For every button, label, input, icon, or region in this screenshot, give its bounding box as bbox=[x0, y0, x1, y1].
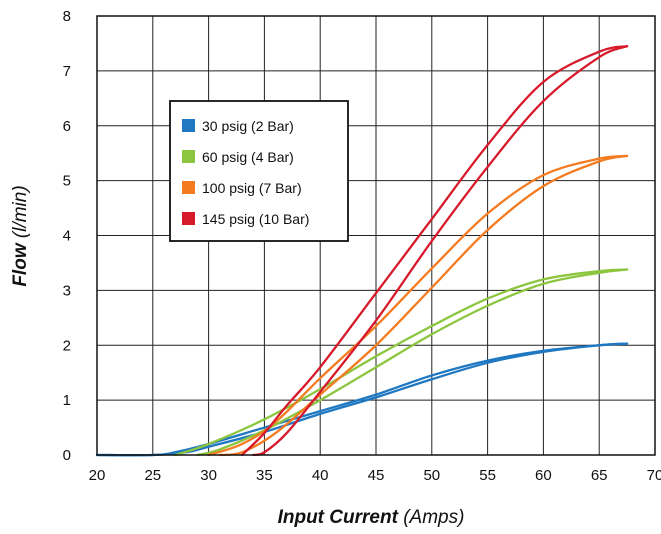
series-line-rising bbox=[240, 45, 629, 457]
legend-swatch bbox=[182, 212, 195, 225]
y-tick-label: 5 bbox=[63, 173, 71, 190]
legend-label: 60 psig (4 Bar) bbox=[202, 149, 294, 165]
series-line-falling bbox=[218, 154, 629, 457]
x-tick-label: 40 bbox=[312, 467, 329, 484]
series-line-falling bbox=[252, 45, 629, 457]
x-tick-label: 30 bbox=[200, 467, 217, 484]
legend-swatch bbox=[182, 119, 195, 132]
series-2 bbox=[173, 268, 629, 457]
plot-frame bbox=[96, 15, 656, 456]
legend-swatch bbox=[182, 181, 195, 194]
y-tick-label: 3 bbox=[63, 282, 71, 299]
y-tick-label: 1 bbox=[63, 392, 71, 409]
x-tick-label: 45 bbox=[368, 467, 385, 484]
x-tick-label: 70 bbox=[647, 467, 661, 484]
y-tick-label: 6 bbox=[63, 118, 71, 135]
series-3 bbox=[207, 154, 629, 457]
series-line-rising bbox=[173, 268, 629, 457]
x-axis-title-bold: Input Current bbox=[278, 507, 399, 528]
y-tick-label: 4 bbox=[63, 228, 71, 245]
y-tick-label: 0 bbox=[63, 447, 71, 464]
legend-label: 30 psig (2 Bar) bbox=[202, 118, 294, 134]
y-axis-title-italic: (l/min) bbox=[10, 185, 31, 238]
x-tick-label: 20 bbox=[89, 467, 106, 484]
legend-swatch bbox=[182, 150, 195, 163]
x-tick-label: 25 bbox=[144, 467, 161, 484]
y-tick-label: 7 bbox=[63, 63, 71, 80]
y-axis-title: Flow (l/min) bbox=[10, 185, 31, 286]
x-tick-label: 35 bbox=[256, 467, 273, 484]
series-line-rising bbox=[207, 154, 629, 457]
series-4 bbox=[240, 45, 629, 457]
x-axis-title: Input Current (Amps) bbox=[278, 507, 465, 528]
x-axis-title-italic: (Amps) bbox=[403, 507, 464, 528]
y-tick-label: 8 bbox=[63, 8, 71, 25]
legend-items: 30 psig (2 Bar) 60 psig (4 Bar) 100 psig (… bbox=[182, 118, 309, 227]
legend: 30 psig (2 Bar) 60 psig (4 Bar) 100 psig (… bbox=[169, 100, 349, 242]
legend-label: 145 psig (10 Bar) bbox=[202, 211, 309, 227]
legend-label: 100 psig (7 Bar) bbox=[202, 180, 302, 196]
x-tick-label: 50 bbox=[423, 467, 440, 484]
series-line-falling bbox=[196, 268, 629, 457]
y-axis-title-bold: Flow bbox=[10, 242, 31, 286]
legend-box bbox=[169, 100, 349, 242]
x-tick-label: 55 bbox=[479, 467, 496, 484]
y-tick-label: 2 bbox=[63, 337, 71, 354]
series-lines bbox=[95, 45, 629, 457]
x-tick-label: 65 bbox=[591, 467, 608, 484]
x-tick-label: 60 bbox=[535, 467, 552, 484]
